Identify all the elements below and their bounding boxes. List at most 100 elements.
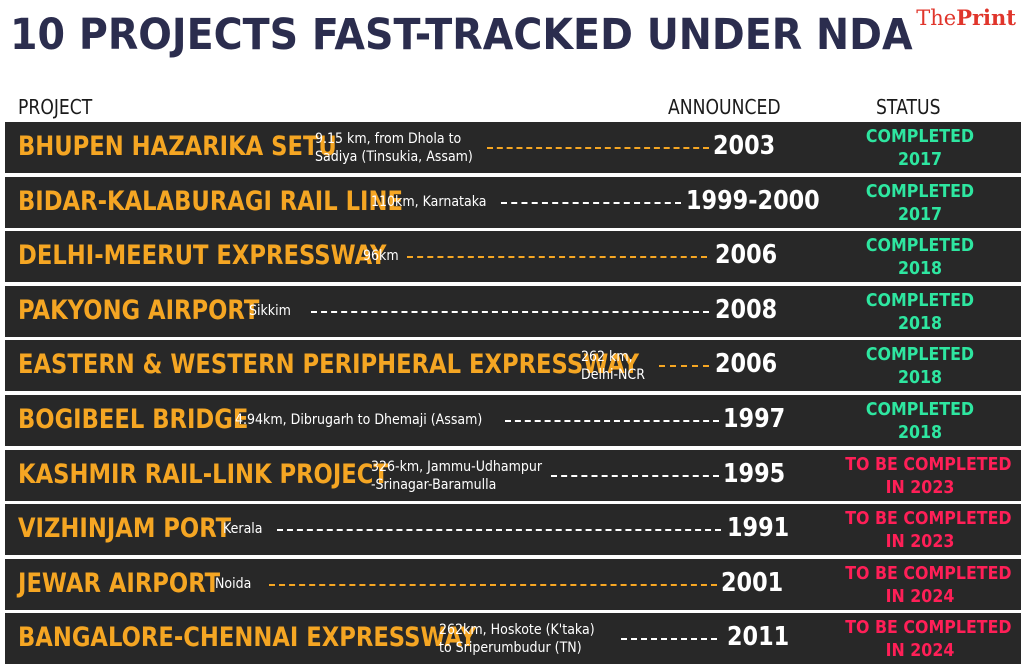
table-row: BHUPEN HAZARIKA SETU 9.15 km, from Dhola… — [5, 122, 1021, 173]
leader-line — [311, 310, 709, 313]
announced-year: 2003 — [713, 131, 776, 161]
table-row: BOGIBEEL BRIDGE 4.94km, Dibrugarh to Dhe… — [5, 394, 1021, 446]
leader-line — [487, 147, 709, 149]
detail-line: Noida — [215, 575, 252, 592]
table-row: PAKYONG AIRPORT Sikkim 2008 COMPLETED 20… — [5, 285, 1021, 337]
announced-year: 1991 — [727, 513, 790, 544]
project-detail: 262 km, Delhi-NCR — [581, 348, 645, 384]
header-project: PROJECT — [18, 95, 93, 119]
detail-line: 4.94km, Dibrugarh to Dhemaji (Assam) — [235, 411, 483, 428]
announced-year: 2011 — [727, 622, 790, 653]
project-detail: Noida — [215, 575, 251, 593]
table-row: VIZHINJAM PORT Kerala 1991 TO BE COMPLET… — [5, 504, 1021, 556]
status-line: COMPLETED — [865, 235, 975, 257]
status-line: COMPLETED — [865, 180, 975, 202]
project-detail: 9.15 km, from Dhola to Sadiya (Tinsukia,… — [315, 130, 473, 166]
status-line: TO BE COMPLETED — [845, 453, 1012, 475]
project-detail: 96km — [363, 247, 399, 265]
project-detail: 326-km, Jammu-Udhampur -Srinagar-Baramul… — [371, 458, 542, 494]
announced-year: 2008 — [715, 294, 778, 325]
project-name: BHUPEN HAZARIKA SETU — [18, 131, 337, 162]
project-name: DELHI-MEERUT EXPRESSWAY — [18, 240, 387, 272]
logo-the: The — [916, 6, 957, 30]
status-line: 2018 — [897, 258, 943, 280]
detail-line: Kerala — [223, 521, 263, 538]
detail-line: -Srinagar-Baramulla — [371, 476, 497, 493]
status-line: COMPLETED — [865, 289, 975, 311]
detail-line: 262km, Hoskote (K'taka) — [439, 622, 595, 639]
project-name: BIDAR-KALABURAGI RAIL LINE — [18, 185, 403, 217]
table-row: BIDAR-KALABURAGI RAIL LINE 110km, Karnat… — [5, 176, 1021, 228]
leader-line — [659, 365, 709, 368]
header-announced: ANNOUNCED — [668, 95, 781, 119]
project-name: VIZHINJAM PORT — [18, 513, 232, 545]
table-row: BANGALORE-CHENNAI EXPRESSWAY 262km, Hosk… — [5, 613, 1021, 665]
table-row: JEWAR AIRPORT Noida 2001 TO BE COMPLETED… — [5, 558, 1021, 610]
announced-year: 1995 — [723, 458, 786, 489]
leader-line — [277, 529, 721, 532]
projects-table: BHUPEN HAZARIKA SETU 9.15 km, from Dhola… — [5, 122, 1021, 668]
status-line: COMPLETED — [865, 344, 975, 366]
table-row: EASTERN & WESTERN PERIPHERAL EXPRESSWAY … — [5, 340, 1021, 392]
status-badge: COMPLETED 2017 — [835, 180, 1005, 226]
leader-line — [621, 638, 717, 641]
status-badge: TO BE COMPLETED IN 2024 — [835, 562, 1011, 608]
status-badge: COMPLETED 2018 — [835, 234, 1005, 280]
status-line: COMPLETED — [865, 126, 975, 147]
status-line: IN 2024 — [885, 585, 955, 607]
header-status: STATUS — [876, 95, 941, 119]
status-line: TO BE COMPLETED — [845, 508, 1012, 530]
status-badge: TO BE COMPLETED IN 2023 — [835, 507, 1012, 553]
leader-line — [551, 474, 719, 477]
project-name: JEWAR AIRPORT — [18, 567, 221, 599]
project-detail: 262km, Hoskote (K'taka) to Sriperumbudur… — [439, 621, 595, 657]
status-badge: COMPLETED 2017 — [835, 125, 1005, 171]
leader-line — [407, 256, 707, 259]
status-badge: COMPLETED 2018 — [835, 398, 1005, 444]
project-detail: 4.94km, Dibrugarh to Dhemaji (Assam) — [235, 411, 482, 429]
status-line: 2017 — [897, 203, 943, 225]
status-badge: TO BE COMPLETED IN 2024 — [835, 616, 1012, 662]
detail-line: 9.15 km, from Dhola to — [315, 131, 462, 147]
status-line: IN 2024 — [885, 640, 955, 662]
status-badge: TO BE COMPLETED IN 2023 — [835, 453, 1012, 499]
status-badge: COMPLETED 2018 — [835, 343, 1005, 389]
detail-line: Sadiya (Tinsukia, Assam) — [315, 149, 473, 165]
project-detail: Kerala — [223, 520, 263, 538]
leader-line — [501, 201, 681, 204]
announced-year: 1997 — [723, 403, 786, 434]
detail-line: 110km, Karnataka — [371, 193, 487, 210]
status-line: IN 2023 — [885, 476, 955, 498]
status-line: 2017 — [897, 149, 943, 170]
page-title: 10 PROJECTS FAST-TRACKED UNDER NDA — [10, 10, 913, 60]
project-name: BOGIBEEL BRIDGE — [18, 403, 249, 435]
project-name: KASHMIR RAIL-LINK PROJECT — [18, 458, 389, 490]
theprint-logo: ThePrint — [916, 5, 1016, 30]
project-name: EASTERN & WESTERN PERIPHERAL EXPRESSWAY — [18, 349, 640, 381]
project-detail: Sikkim — [249, 302, 291, 320]
project-name: PAKYONG AIRPORT — [18, 294, 260, 326]
status-line: COMPLETED — [865, 398, 975, 420]
leader-line — [505, 419, 719, 422]
status-badge: COMPLETED 2018 — [835, 289, 1005, 335]
status-line: 2018 — [897, 312, 943, 334]
announced-year: 1999-2000 — [686, 185, 820, 216]
project-detail: 110km, Karnataka — [371, 193, 487, 211]
project-name: BANGALORE-CHENNAI EXPRESSWAY — [18, 622, 477, 654]
detail-line: 262 km, — [581, 349, 633, 366]
detail-line: Sikkim — [249, 302, 291, 319]
detail-line: Delhi-NCR — [581, 367, 645, 384]
table-row: KASHMIR RAIL-LINK PROJECT 326-km, Jammu-… — [5, 449, 1021, 501]
detail-line: to Sriperumbudur (TN) — [439, 640, 582, 657]
status-line: IN 2023 — [885, 531, 955, 553]
status-line: TO BE COMPLETED — [845, 617, 1012, 639]
detail-line: 326-km, Jammu-Udhampur — [371, 458, 543, 475]
logo-print: Print — [956, 5, 1016, 30]
detail-line: 96km — [363, 248, 399, 265]
status-line: 2018 — [897, 367, 943, 389]
announced-year: 2001 — [721, 567, 784, 598]
status-line: 2018 — [897, 421, 943, 443]
announced-year: 2006 — [715, 349, 778, 380]
table-row: DELHI-MEERUT EXPRESSWAY 96km 2006 COMPLE… — [5, 231, 1021, 283]
leader-line — [269, 583, 717, 586]
